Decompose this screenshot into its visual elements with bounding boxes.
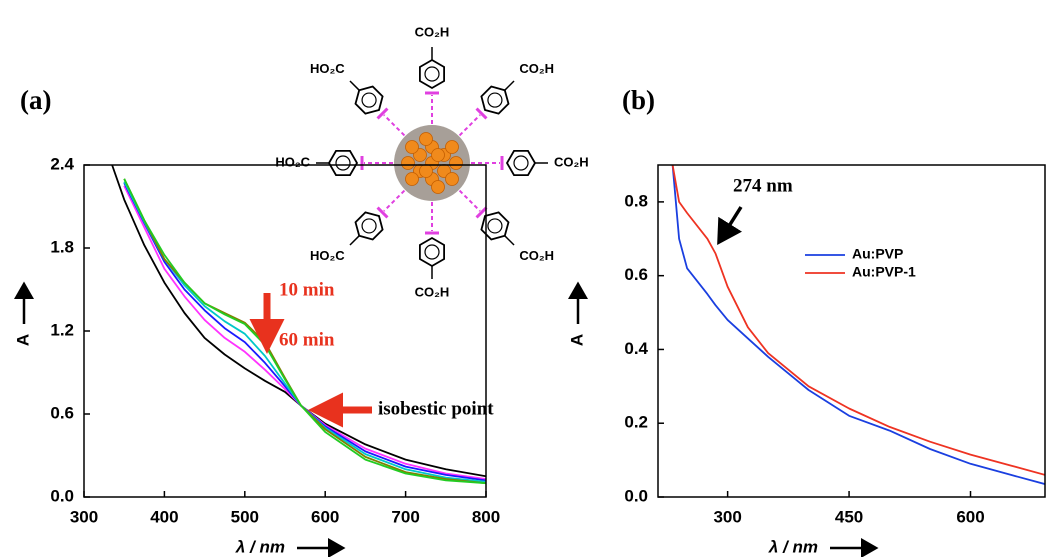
benzene-ring (481, 87, 508, 114)
gold-atom (420, 133, 433, 146)
linker (460, 191, 481, 212)
y-tick-label: 0.6 (624, 265, 648, 284)
acid-label: CO₂H (415, 24, 450, 39)
panel-label: (a) (20, 85, 51, 115)
y-tick-label: 0.0 (624, 486, 648, 505)
gold-atom (406, 173, 419, 186)
acid-label: HO₂C (310, 61, 345, 76)
gold-atom (446, 141, 459, 154)
x-tick-label: 400 (150, 507, 178, 526)
y-tick-label: 1.8 (50, 237, 74, 256)
acid-label: HO₂C (310, 248, 345, 263)
annotation: 10 min (279, 279, 335, 300)
aromatic-circle (425, 67, 439, 81)
gold-atom (446, 173, 459, 186)
figure: CO₂H CO₂H CO₂H CO₂H CO₂H HO₂C HO₂C HO₂C (a) 0.0 0… (0, 0, 1047, 557)
bond (505, 236, 514, 245)
x-tick-label: 450 (835, 507, 863, 526)
benzene-ring (507, 151, 535, 175)
y-tick-label: 2.4 (50, 154, 74, 173)
annotation: 274 nm (733, 175, 793, 196)
data-line (673, 165, 1045, 484)
gold-atom (420, 165, 433, 178)
acid-label: CO₂H (554, 154, 589, 169)
acid-label: HO₂C (275, 154, 310, 169)
annotation: 60 min (279, 329, 335, 350)
plot-frame (658, 165, 1045, 497)
gold-atom (450, 157, 463, 170)
x-tick-label: 600 (956, 507, 984, 526)
y-tick-label: 0.6 (50, 403, 74, 422)
y-tick-label: 0.0 (50, 486, 74, 505)
y-tick-label: 0.2 (624, 413, 648, 432)
y-axis-label: A (567, 334, 586, 346)
x-tick-label: 800 (472, 507, 500, 526)
aromatic-circle (362, 93, 376, 107)
gold-atom (406, 141, 419, 154)
benzene-ring (356, 212, 383, 239)
bond (350, 81, 359, 90)
benzene-ring (329, 151, 357, 175)
aromatic-circle (488, 219, 502, 233)
aromatic-circle (488, 93, 502, 107)
benzene-ring (420, 60, 444, 88)
bond (505, 81, 514, 90)
x-tick-label: 700 (391, 507, 419, 526)
y-tick-label: 0.4 (624, 339, 648, 358)
aromatic-circle (425, 245, 439, 259)
benzene-ring (420, 238, 444, 266)
data-line (112, 165, 486, 476)
gold-atom (432, 181, 445, 194)
linker (384, 191, 405, 212)
gold-atom (432, 149, 445, 162)
annotation-arrow (719, 207, 741, 242)
molecule-diagram: CO₂H CO₂H CO₂H CO₂H CO₂H HO₂C HO₂C HO₂C (275, 24, 588, 299)
x-tick-label: 300 (70, 507, 98, 526)
panel-label: (b) (622, 85, 655, 115)
x-tick-label: 500 (231, 507, 259, 526)
linker (460, 115, 481, 136)
x-tick-label: 300 (713, 507, 741, 526)
acid-label: CO₂H (519, 248, 554, 263)
linker (384, 115, 405, 136)
gold-atom (402, 157, 415, 170)
legend-label: Au:PVP (852, 246, 903, 262)
bond (350, 236, 359, 245)
y-axis-label: A (13, 334, 32, 346)
x-axis-label: λ / nm (235, 537, 285, 556)
y-tick-label: 1.2 (50, 320, 74, 339)
aromatic-circle (336, 156, 350, 170)
acid-label: CO₂H (415, 284, 450, 299)
x-tick-label: 600 (311, 507, 339, 526)
x-axis-label: λ / nm (768, 537, 818, 556)
legend-label: Au:PVP-1 (852, 264, 916, 280)
y-tick-label: 0.8 (624, 191, 648, 210)
acid-label: CO₂H (519, 61, 554, 76)
aromatic-circle (362, 219, 376, 233)
annotation: isobestic point (378, 398, 494, 419)
aromatic-circle (514, 156, 528, 170)
benzene-ring (356, 87, 383, 114)
